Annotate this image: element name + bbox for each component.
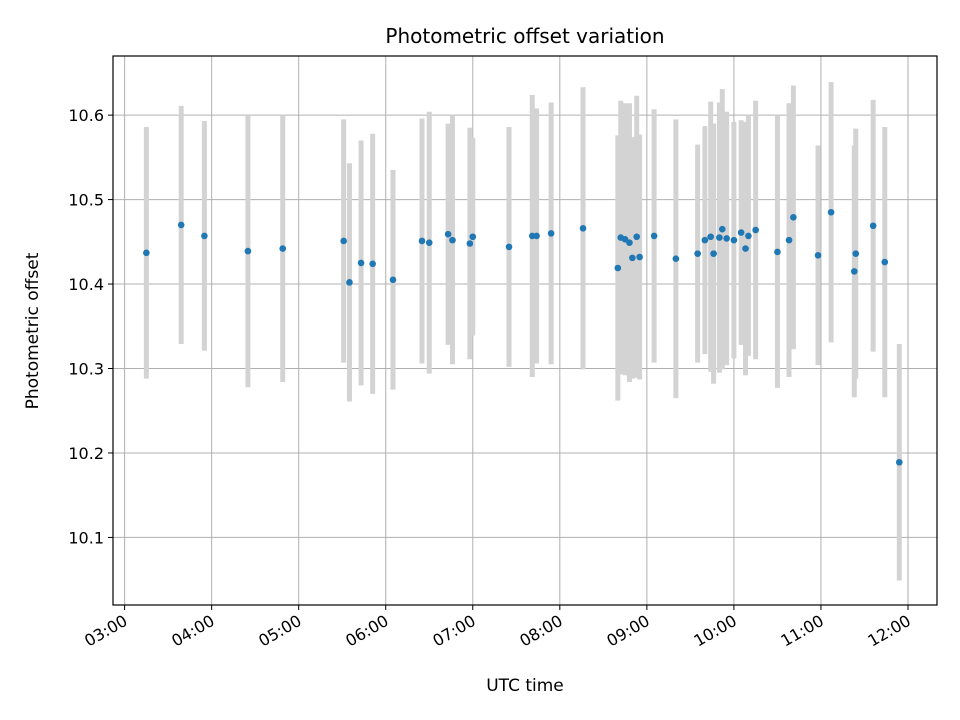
data-point [814,252,822,259]
data-point [852,250,860,257]
data-point [694,250,701,257]
y-tick-label: 10.6 [68,106,104,125]
data-point [672,255,680,263]
data-point [723,235,730,242]
data-point [774,248,781,256]
data-point [449,236,456,244]
chart-title: Photometric offset variation [385,24,664,48]
data-point [614,264,622,272]
data-point [533,232,540,240]
y-tick-label: 10.3 [68,360,104,379]
data-points [143,208,903,466]
data-point [633,233,641,241]
data-point [629,254,636,262]
y-tick-label: 10.1 [68,528,104,547]
data-point [752,226,759,234]
data-point [143,249,150,257]
y-tick-label: 10.5 [68,191,104,210]
y-tick-label: 10.2 [68,444,104,463]
data-point [730,236,738,244]
data-point [881,258,889,266]
data-point [737,229,745,236]
plot-frame [112,55,938,606]
data-point [790,214,797,221]
x-axis-title: UTC time [486,676,564,696]
data-point [505,243,513,251]
data-point [851,268,858,275]
data-point [425,239,433,246]
data-point [346,279,353,286]
y-tick-label: 10.4 [68,275,104,294]
data-point [745,232,752,240]
y-axis: 10.1 10.2 10.3 10.4 10.5 10.6 [68,106,113,547]
y-axis-title: Photometric offset [23,252,43,409]
data-point [547,230,555,237]
data-point [357,259,365,267]
data-point [177,221,185,229]
data-point [827,208,835,216]
data-point [895,458,903,466]
data-point [444,230,452,238]
data-point [279,245,287,252]
data-point [389,276,397,284]
data-point [707,233,714,241]
data-point [742,245,749,252]
data-point [579,225,587,232]
data-point [469,233,477,241]
data-point [466,240,474,247]
data-point [244,247,252,255]
data-point [701,236,709,244]
data-point [716,234,723,241]
data-point [718,225,726,233]
data-point [340,237,347,245]
data-point [869,222,877,230]
data-point [201,232,208,240]
data-point [650,232,658,240]
data-point [418,237,426,245]
data-point [369,260,376,268]
data-point [785,236,793,244]
data-point [710,250,717,257]
data-point [636,253,643,261]
data-point [626,239,633,246]
